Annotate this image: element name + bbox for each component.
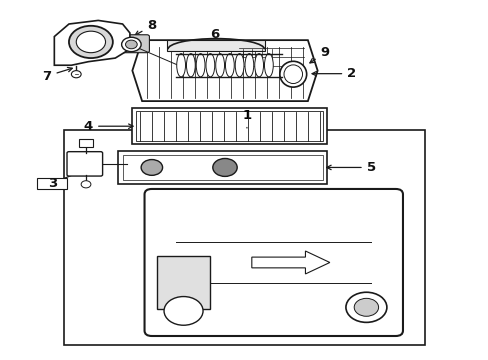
Text: 5: 5 [326,161,375,174]
Ellipse shape [244,54,253,77]
Circle shape [71,71,81,78]
Ellipse shape [225,54,234,77]
Ellipse shape [186,54,195,77]
Text: 8: 8 [135,19,156,35]
Bar [122,155,322,180]
Text: 4: 4 [83,120,133,133]
Ellipse shape [279,61,306,87]
Circle shape [81,181,91,188]
Circle shape [125,40,137,49]
Text: 3: 3 [47,171,82,190]
Text: 7: 7 [42,67,72,82]
Polygon shape [167,40,265,50]
Ellipse shape [215,54,224,77]
Bar [136,111,323,141]
FancyBboxPatch shape [79,139,93,147]
Text: 9: 9 [309,46,329,63]
Polygon shape [157,256,210,309]
Circle shape [122,37,141,51]
FancyBboxPatch shape [144,189,402,336]
Circle shape [69,26,113,58]
Ellipse shape [284,65,302,84]
Bar [132,108,327,144]
Polygon shape [54,21,130,65]
Ellipse shape [205,54,214,77]
Ellipse shape [235,54,244,77]
Circle shape [345,292,386,322]
Text: 3: 3 [48,177,57,190]
Bar [64,130,424,345]
Text: 1: 1 [242,109,251,128]
Circle shape [353,298,378,316]
Circle shape [163,297,203,325]
Bar [37,178,67,189]
FancyBboxPatch shape [67,152,102,176]
Ellipse shape [176,54,185,77]
Ellipse shape [254,54,263,77]
Circle shape [141,159,162,175]
Circle shape [76,31,105,53]
Circle shape [212,158,237,176]
Ellipse shape [196,54,204,77]
Text: 6: 6 [199,28,220,50]
Ellipse shape [264,54,273,77]
Text: 2: 2 [311,67,356,80]
FancyBboxPatch shape [120,35,149,53]
Polygon shape [251,251,329,274]
Bar [118,151,327,184]
Polygon shape [132,40,317,101]
